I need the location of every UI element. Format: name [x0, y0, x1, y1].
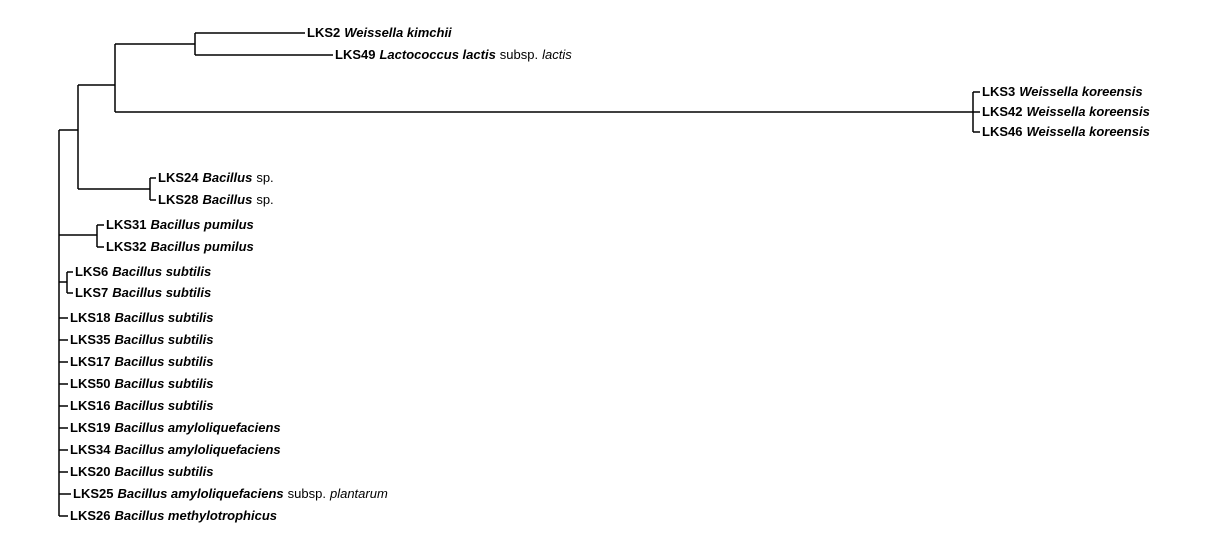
strain-code: LKS6: [75, 264, 108, 279]
leaf-lks17: LKS17 Bacillus subtilis: [70, 355, 213, 368]
species-name: Bacillus: [202, 192, 252, 207]
leaf-lks24: LKS24 Bacillus sp.: [158, 171, 274, 184]
leaf-lks46: LKS46 Weissella koreensis: [982, 125, 1150, 138]
leaf-lks7: LKS7 Bacillus subtilis: [75, 286, 211, 299]
species-name: Bacillus amyloliquefaciens: [117, 486, 283, 501]
leaf-lks32: LKS32 Bacillus pumilus: [106, 240, 254, 253]
strain-code: LKS25: [73, 486, 113, 501]
strain-code: LKS49: [335, 47, 375, 62]
strain-code: LKS50: [70, 376, 110, 391]
subsp-name: lactis: [542, 47, 572, 62]
strain-code: LKS35: [70, 332, 110, 347]
species-name: Bacillus subtilis: [114, 354, 213, 369]
subsp-word: subsp.: [288, 486, 326, 501]
strain-code: LKS24: [158, 170, 198, 185]
strain-code: LKS3: [982, 84, 1015, 99]
species-name: Bacillus subtilis: [114, 332, 213, 347]
species-name: Bacillus: [202, 170, 252, 185]
strain-code: LKS16: [70, 398, 110, 413]
leaf-lks50: LKS50 Bacillus subtilis: [70, 377, 213, 390]
species-name: Bacillus subtilis: [114, 376, 213, 391]
leaf-lks3: LKS3 Weissella koreensis: [982, 85, 1143, 98]
subsp-word: subsp.: [500, 47, 538, 62]
strain-code: LKS2: [307, 25, 340, 40]
subsp-name: plantarum: [330, 486, 388, 501]
leaf-lks31: LKS31 Bacillus pumilus: [106, 218, 254, 231]
species-name: Bacillus subtilis: [114, 310, 213, 325]
strain-code: LKS46: [982, 124, 1022, 139]
leaf-lks2: LKS2 Weissella kimchii: [307, 26, 452, 39]
species-name: Bacillus subtilis: [112, 285, 211, 300]
sp-suffix: sp.: [256, 170, 273, 185]
strain-code: LKS18: [70, 310, 110, 325]
leaf-lks42: LKS42 Weissella koreensis: [982, 105, 1150, 118]
leaf-lks18: LKS18 Bacillus subtilis: [70, 311, 213, 324]
strain-code: LKS26: [70, 508, 110, 523]
strain-code: LKS31: [106, 217, 146, 232]
strain-code: LKS34: [70, 442, 110, 457]
strain-code: LKS28: [158, 192, 198, 207]
leaf-lks35: LKS35 Bacillus subtilis: [70, 333, 213, 346]
leaf-lks6: LKS6 Bacillus subtilis: [75, 265, 211, 278]
sp-suffix: sp.: [256, 192, 273, 207]
leaf-lks20: LKS20 Bacillus subtilis: [70, 465, 213, 478]
leaf-lks34: LKS34 Bacillus amyloliquefaciens: [70, 443, 281, 456]
species-name: Weissella koreensis: [1019, 84, 1142, 99]
strain-code: LKS32: [106, 239, 146, 254]
species-name: Weissella koreensis: [1026, 104, 1149, 119]
strain-code: LKS17: [70, 354, 110, 369]
leaf-lks19: LKS19 Bacillus amyloliquefaciens: [70, 421, 281, 434]
species-name: Weissella koreensis: [1026, 124, 1149, 139]
leaf-lks16: LKS16 Bacillus subtilis: [70, 399, 213, 412]
strain-code: LKS7: [75, 285, 108, 300]
leaf-lks26: LKS26 Bacillus methylotrophicus: [70, 509, 277, 522]
leaf-lks28: LKS28 Bacillus sp.: [158, 193, 274, 206]
species-name: Bacillus pumilus: [150, 239, 253, 254]
species-name: Bacillus subtilis: [114, 464, 213, 479]
species-name: Bacillus pumilus: [150, 217, 253, 232]
species-name: Bacillus amyloliquefaciens: [114, 442, 280, 457]
species-name: Weissella kimchii: [344, 25, 451, 40]
strain-code: LKS42: [982, 104, 1022, 119]
phylogenetic-tree: LKS2 Weissella kimchii LKS49 Lactococcus la…: [0, 0, 1211, 554]
strain-code: LKS20: [70, 464, 110, 479]
species-name: Bacillus amyloliquefaciens: [114, 420, 280, 435]
species-name: Bacillus subtilis: [114, 398, 213, 413]
species-name: Bacillus subtilis: [112, 264, 211, 279]
strain-code: LKS19: [70, 420, 110, 435]
leaf-lks25: LKS25 Bacillus amyloliquefaciens subsp. pla…: [73, 487, 388, 500]
leaf-lks49: LKS49 Lactococcus lactis subsp. lactis: [335, 48, 572, 61]
species-name: Bacillus methylotrophicus: [114, 508, 277, 523]
species-name: Lactococcus lactis: [379, 47, 495, 62]
